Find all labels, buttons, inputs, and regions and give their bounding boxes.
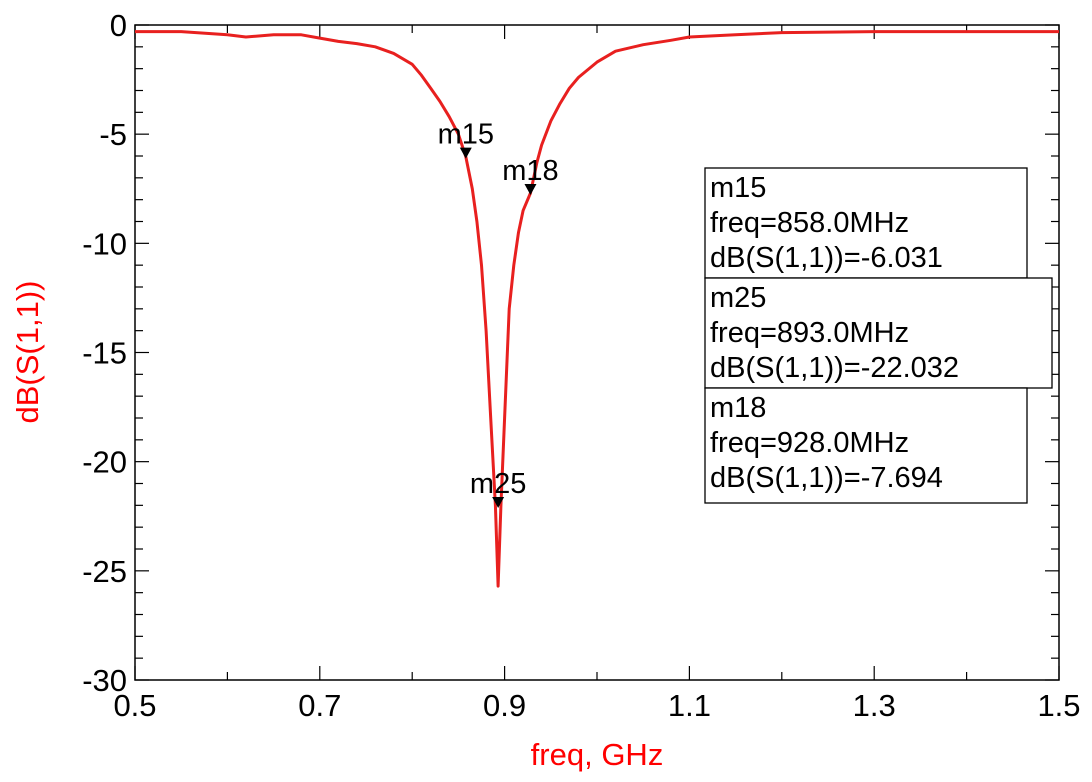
series-line xyxy=(135,30,1059,588)
x-tick-label: 1.5 xyxy=(1037,688,1080,723)
readouts-layer: m15freq=858.0MHzdB(S(1,1))=-6.031m25freq… xyxy=(704,167,1053,504)
x-tick-label: 0.5 xyxy=(113,688,156,723)
readout-m15-freq-text: freq=858.0MHz xyxy=(710,207,909,239)
ticks-layer: 0.5 0.7 0.9 1.1 1.3 1.5 0 -5 -10 -15 -20 -25 -30 xyxy=(82,8,1080,723)
readout-m25-freq-text: freq=893.0MHz xyxy=(710,317,909,349)
x-tick-label: 1.1 xyxy=(668,688,711,723)
readout-box-m15 xyxy=(704,167,1028,279)
readout-m15-value-text: dB(S(1,1))=-6.031 xyxy=(710,242,943,274)
readout-box-m18 xyxy=(704,387,1028,504)
marker-m15-triangle xyxy=(459,147,472,159)
readout-m18-name: m18 xyxy=(710,392,766,424)
marker-m25-triangle xyxy=(492,497,505,509)
y-axis-title: dB(S(1,1)) xyxy=(10,281,45,424)
y-tick-label: -10 xyxy=(82,226,127,261)
marker-m18-label: m18 xyxy=(502,155,558,187)
y-tick-label: -20 xyxy=(82,445,127,480)
y-tick-label: 0 xyxy=(110,8,127,43)
x-axis-title: freq, GHz xyxy=(531,737,664,772)
x-tick-label: 0.9 xyxy=(483,688,526,723)
y-tick-label: -25 xyxy=(82,554,127,589)
y-tick-label: -15 xyxy=(82,336,127,371)
series-layer xyxy=(135,30,1059,588)
y-tick-label: -30 xyxy=(82,663,127,698)
markers-layer: m15 m25 m18 xyxy=(438,119,559,509)
readout-box-m25 xyxy=(704,277,1053,389)
readout-m18-value-text: dB(S(1,1))=-7.694 xyxy=(710,462,943,494)
x-tick-label: 1.3 xyxy=(853,688,896,723)
readout-m25-value-text: dB(S(1,1))=-22.032 xyxy=(710,352,959,384)
marker-m18-triangle xyxy=(524,183,537,195)
x-tick-label: 0.7 xyxy=(298,688,341,723)
readout-m25-name: m25 xyxy=(710,282,766,314)
marker-m15-label: m15 xyxy=(438,119,494,151)
readout-m15-name: m15 xyxy=(710,172,766,204)
readout-m18-freq-text: freq=928.0MHz xyxy=(710,427,909,459)
marker-m25-label: m25 xyxy=(470,468,526,500)
y-tick-label: -5 xyxy=(99,117,127,152)
